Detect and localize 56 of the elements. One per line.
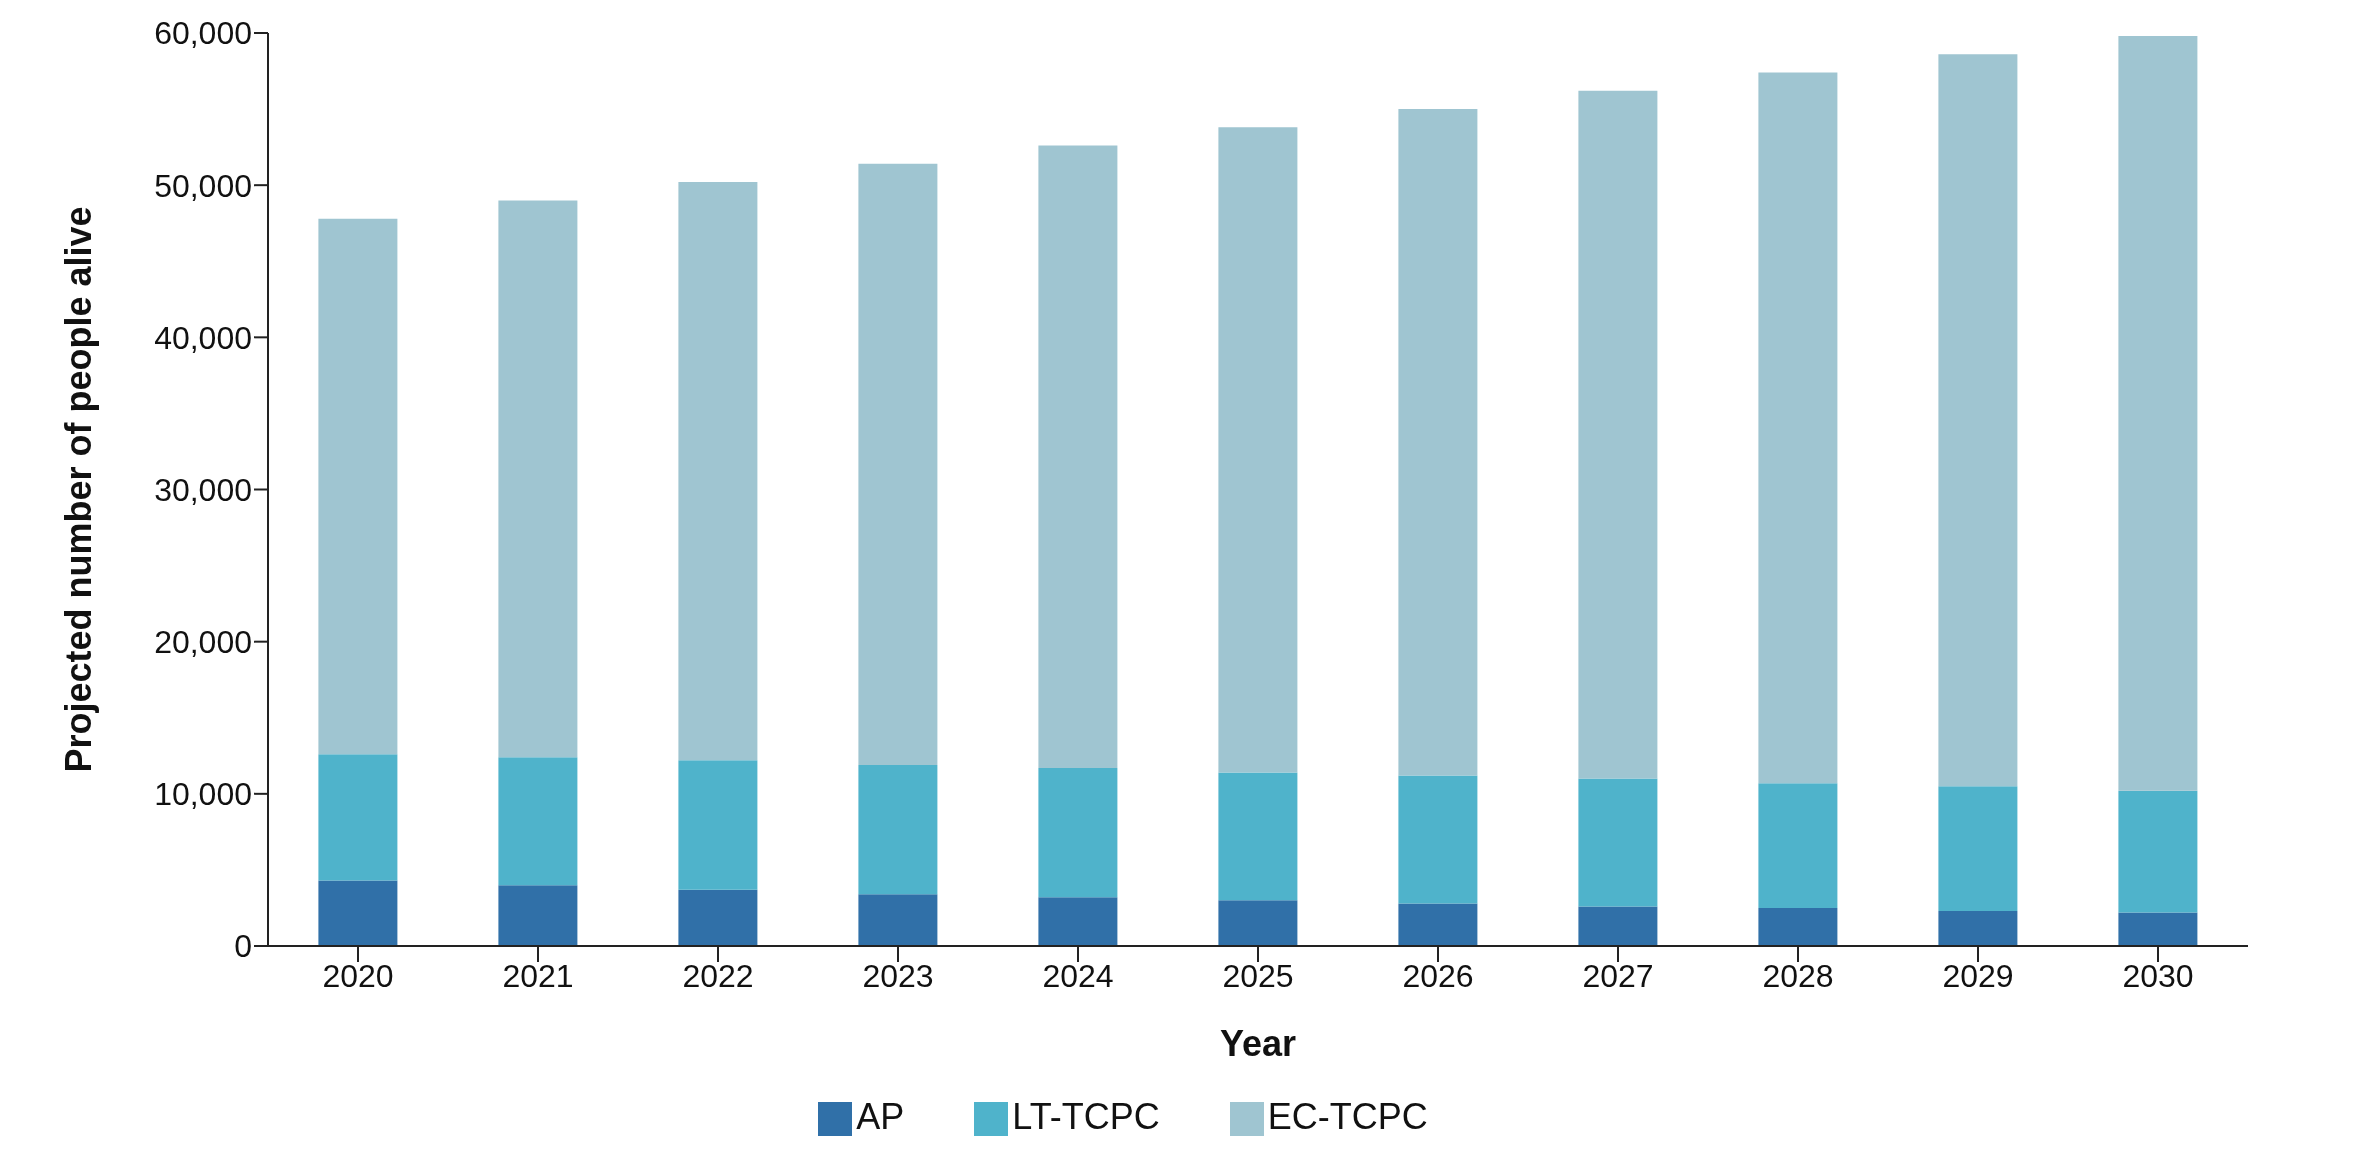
bar bbox=[1578, 906, 1658, 946]
bar bbox=[1758, 72, 1838, 784]
bar bbox=[678, 889, 758, 946]
bar bbox=[498, 757, 578, 886]
bar bbox=[858, 163, 938, 765]
bar bbox=[318, 754, 398, 881]
y-tick-label: 0 bbox=[234, 928, 252, 965]
bar bbox=[678, 182, 758, 761]
bar bbox=[1038, 897, 1118, 946]
bar bbox=[498, 885, 578, 946]
legend-label: EC-TCPC bbox=[1267, 1096, 1428, 1137]
x-tick-label: 2020 bbox=[322, 957, 394, 994]
y-tick-label: 30,000 bbox=[154, 471, 252, 508]
bar bbox=[2118, 790, 2198, 913]
bar bbox=[1398, 775, 1478, 904]
bar bbox=[858, 764, 938, 895]
bar bbox=[1578, 90, 1658, 779]
x-tick-label: 2024 bbox=[1042, 957, 1114, 994]
y-tick-label: 20,000 bbox=[154, 624, 252, 661]
y-tick-label: 60,000 bbox=[154, 15, 252, 52]
x-tick-label: 2023 bbox=[862, 957, 934, 994]
bar bbox=[1578, 778, 1658, 907]
bar bbox=[1218, 127, 1298, 773]
x-tick-label: 2025 bbox=[1222, 957, 1294, 994]
x-tick-label: 2029 bbox=[1942, 957, 2014, 994]
x-axis-title: Year bbox=[1219, 1023, 1297, 1064]
x-tick-label: 2028 bbox=[1762, 957, 1834, 994]
bar bbox=[1938, 911, 2018, 946]
bar bbox=[318, 880, 398, 946]
bar bbox=[2118, 36, 2198, 791]
y-axis-title: Projected number of people alive bbox=[57, 206, 99, 773]
bar bbox=[2118, 912, 2198, 946]
bar bbox=[1398, 109, 1478, 776]
x-tick-label: 2022 bbox=[682, 957, 754, 994]
bar bbox=[1938, 786, 2018, 911]
bar bbox=[858, 894, 938, 946]
y-tick-label: 50,000 bbox=[154, 167, 252, 204]
bar bbox=[1398, 903, 1478, 946]
x-tick-label: 2021 bbox=[502, 957, 574, 994]
legend-label: AP bbox=[856, 1096, 905, 1137]
x-tick-label: 2030 bbox=[2122, 957, 2194, 994]
bar bbox=[1758, 907, 1838, 946]
bar bbox=[678, 760, 758, 890]
x-tick-label: 2026 bbox=[1402, 957, 1474, 994]
bar bbox=[318, 218, 398, 755]
y-tick-label: 10,000 bbox=[154, 776, 252, 813]
bar bbox=[1938, 54, 2018, 787]
bar bbox=[1218, 772, 1298, 901]
bar bbox=[1038, 767, 1118, 898]
legend-label: LT-TCPC bbox=[1012, 1096, 1160, 1137]
y-tick-label: 40,000 bbox=[154, 319, 252, 356]
bar bbox=[1218, 900, 1298, 946]
bar bbox=[498, 200, 578, 758]
bar bbox=[1038, 145, 1118, 768]
bar bbox=[1758, 783, 1838, 908]
x-tick-label: 2027 bbox=[1582, 957, 1654, 994]
